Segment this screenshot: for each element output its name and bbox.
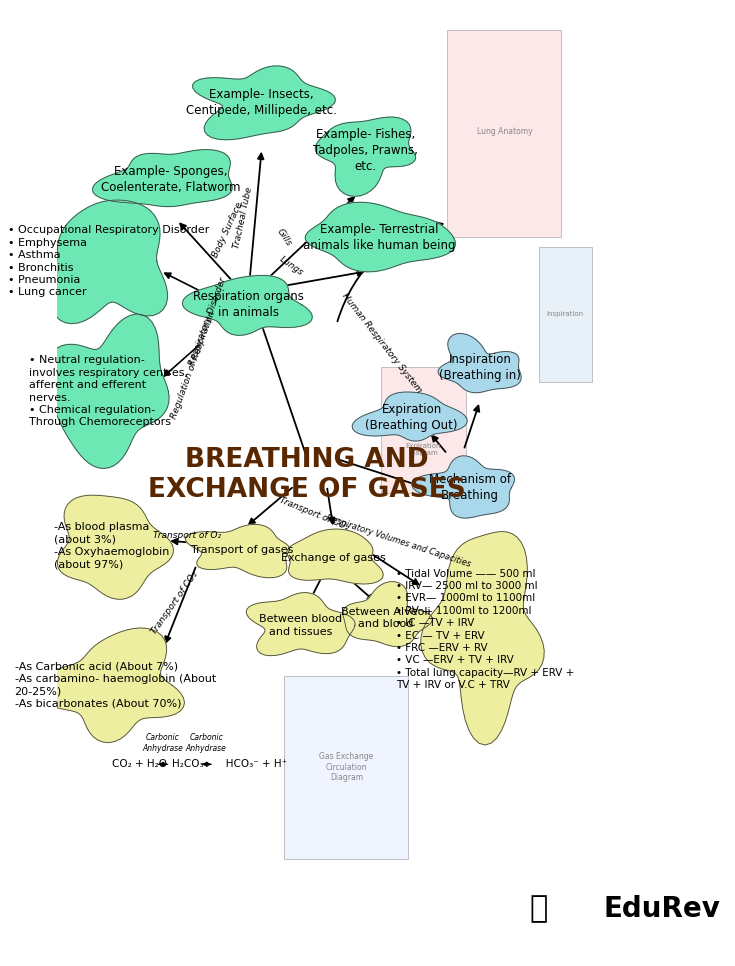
- Polygon shape: [193, 66, 335, 140]
- Polygon shape: [51, 200, 168, 324]
- Text: Example- Terrestrial
animals like human being: Example- Terrestrial animals like human …: [303, 223, 455, 252]
- Text: -As blood plasma
(about 3%)
-As Oxyhaemoglobin
(about 97%): -As blood plasma (about 3%) -As Oxyhaemo…: [54, 522, 170, 569]
- Text: Mechanism of
Breathing: Mechanism of Breathing: [429, 473, 511, 502]
- Polygon shape: [412, 456, 514, 518]
- Text: Body Surface: Body Surface: [210, 201, 244, 259]
- Polygon shape: [93, 150, 232, 207]
- Text: -As Carbonic acid (About 7%)
-As carbamino- haemoglobin (About
20-25%)
-As bicar: -As Carbonic acid (About 7%) -As carbami…: [15, 662, 216, 709]
- Text: HCO₃⁻ + H⁺: HCO₃⁻ + H⁺: [216, 759, 287, 769]
- Text: Between Alveoli
and blood: Between Alveoli and blood: [340, 607, 430, 629]
- Text: CO₂ + H₂O: CO₂ + H₂O: [112, 759, 167, 769]
- Text: Transport of CO₂: Transport of CO₂: [150, 570, 200, 637]
- Polygon shape: [57, 496, 173, 599]
- Text: Inspiration
(Breathing in): Inspiration (Breathing in): [439, 353, 521, 382]
- Polygon shape: [185, 525, 290, 578]
- Text: Tracheal Tube: Tracheal Tube: [232, 186, 254, 250]
- Polygon shape: [420, 531, 544, 745]
- Text: Carbonic
Anhydrase: Carbonic Anhydrase: [186, 733, 227, 753]
- Polygon shape: [34, 628, 184, 743]
- Polygon shape: [438, 333, 521, 393]
- Bar: [284, 675, 408, 859]
- Text: Between blood
and tissues: Between blood and tissues: [259, 614, 343, 637]
- Text: Lungs: Lungs: [277, 255, 304, 277]
- Polygon shape: [343, 582, 432, 646]
- Text: H₂CO₃: H₂CO₃: [173, 759, 204, 769]
- Polygon shape: [46, 314, 169, 469]
- Text: Transport of gases: Transport of gases: [191, 546, 293, 555]
- Polygon shape: [305, 202, 456, 271]
- Polygon shape: [246, 592, 355, 656]
- Text: Carbonic
Anhydrase: Carbonic Anhydrase: [143, 733, 183, 753]
- Text: Respiration organs
in animals: Respiration organs in animals: [193, 291, 304, 320]
- Polygon shape: [182, 275, 312, 335]
- Text: BREATHING AND
EXCHANGE OF GASES: BREATHING AND EXCHANGE OF GASES: [148, 447, 466, 503]
- Text: • Tidal Volume —— 500 ml
• IRV— 2500 ml to 3000 ml
• EVR— 1000ml to 1100ml
• RV : • Tidal Volume —— 500 ml • IRV— 2500 ml …: [396, 569, 574, 691]
- Text: EduRev: EduRev: [603, 895, 720, 923]
- Polygon shape: [352, 392, 467, 441]
- Bar: [448, 30, 562, 238]
- Text: Gills: Gills: [276, 227, 294, 248]
- Text: • Neutral regulation-
involves respiratory centres,
afferent and efferent
nerves: • Neutral regulation- involves respirato…: [29, 355, 188, 428]
- Text: Respiratory Disorder: Respiratory Disorder: [187, 275, 228, 366]
- Text: Example- Fishes,
Tadpoles, Prawns,
etc.: Example- Fishes, Tadpoles, Prawns, etc.: [313, 128, 418, 173]
- Polygon shape: [287, 529, 383, 584]
- Text: Respiratory Volumes and Capacities: Respiratory Volumes and Capacities: [325, 513, 472, 568]
- Text: Gas Exchange
Circulation
Diagram: Gas Exchange Circulation Diagram: [319, 753, 373, 782]
- Bar: [381, 367, 465, 493]
- Text: Exchange of gases: Exchange of gases: [281, 554, 386, 563]
- Text: 🎓: 🎓: [529, 895, 548, 923]
- Bar: [539, 247, 592, 382]
- Polygon shape: [315, 117, 415, 196]
- Text: Transport of CO₂: Transport of CO₂: [278, 496, 350, 532]
- Text: Example- Sponges,
Coelenterate, Flatworm: Example- Sponges, Coelenterate, Flatworm: [101, 165, 240, 194]
- Text: Human Respiratory System: Human Respiratory System: [340, 292, 424, 395]
- Text: Regulation of Respiration: Regulation of Respiration: [170, 309, 217, 419]
- Text: Expiration
(Breathing Out): Expiration (Breathing Out): [365, 403, 458, 432]
- Text: Lung Anatomy: Lung Anatomy: [477, 127, 532, 136]
- Text: • Occupational Respiratory Disorder
• Emphysema
• Asthma
• Bronchitis
• Pneumoni: • Occupational Respiratory Disorder • Em…: [8, 225, 209, 298]
- Text: Transport of O₂: Transport of O₂: [153, 531, 220, 541]
- Text: Example- Insects,
Centipede, Millipede, etc.: Example- Insects, Centipede, Millipede, …: [186, 88, 337, 117]
- Text: Expiration
Diagram: Expiration Diagram: [406, 442, 441, 456]
- Text: Inspiration: Inspiration: [547, 311, 584, 318]
